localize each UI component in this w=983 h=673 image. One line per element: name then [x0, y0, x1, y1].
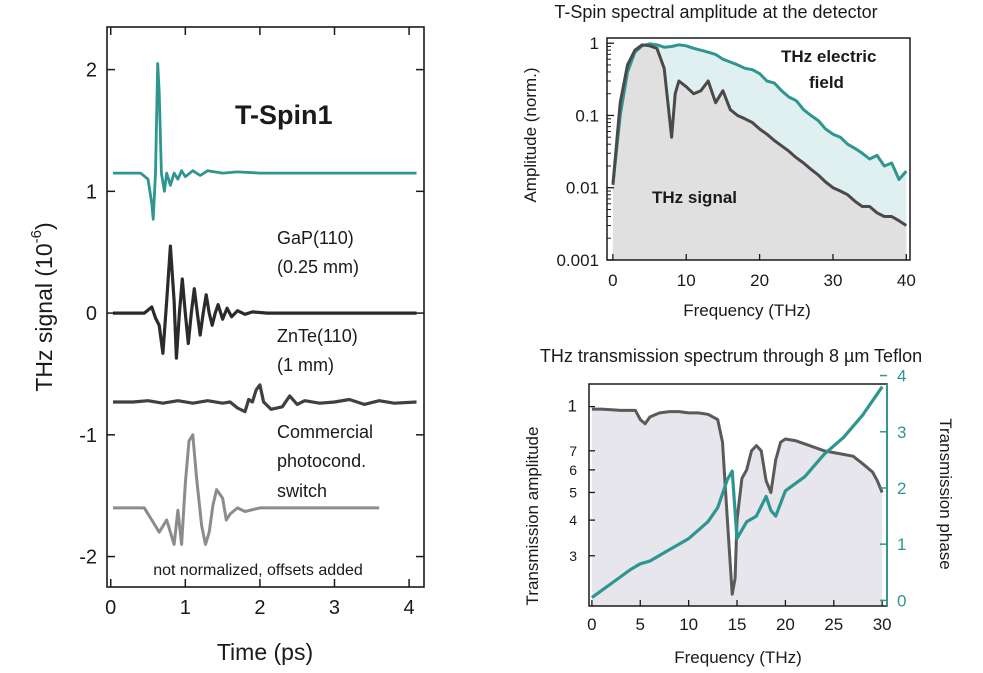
y-tick-label: 2 — [86, 60, 97, 82]
y-axis-label: THz signal (10-6) — [28, 222, 57, 391]
x-tick-label: 10 — [679, 615, 698, 634]
x-tick-label: 30 — [824, 271, 843, 290]
y-tick-label: 0 — [86, 303, 97, 325]
plot-frame — [106, 26, 425, 588]
y2-tick-label: 2 — [897, 479, 906, 498]
series-label-electric-field-2: field — [809, 73, 844, 92]
y-axis-label-right: Transmission phase — [936, 418, 955, 570]
series-label-commercial-3: switch — [277, 481, 327, 501]
y-tick-label: -2 — [79, 547, 97, 569]
y-tick-label: 1 — [86, 181, 97, 203]
x-tick-label: 10 — [677, 271, 696, 290]
y-tick-label: 0.01 — [566, 179, 599, 198]
series-label-commercial: Commercial — [277, 422, 373, 442]
x-tick-label: 15 — [728, 615, 747, 634]
y-tick-label: 4 — [569, 512, 577, 528]
y-axis-label: Amplitude (norm.) — [521, 67, 540, 202]
x-tick-label: 30 — [873, 615, 892, 634]
y-tick-label: 1 — [568, 397, 577, 416]
x-tick-label: 0 — [608, 271, 617, 290]
series-group — [113, 62, 417, 546]
y2-tick-label: 3 — [897, 423, 906, 442]
series-group — [590, 385, 884, 606]
x-tick-label: 25 — [824, 615, 843, 634]
y-tick-label: 1 — [590, 34, 599, 53]
series-line-gap — [113, 244, 417, 360]
x-tick-label: 1 — [180, 597, 191, 619]
axes-group: 0 10 20 30 40 1 0.1 0.01 0.001 — [556, 34, 915, 290]
transmission-chart: THz transmission spectrum through 8 µm T… — [523, 346, 955, 667]
x-tick-label: 2 — [254, 597, 265, 619]
series-label-znte: ZnTe(110) — [277, 326, 358, 346]
y-tick-label: 0.1 — [575, 106, 599, 125]
y-tick-label: 5 — [569, 484, 577, 500]
y-tick-label: 7 — [569, 443, 577, 459]
y-axis-label-left: Transmission amplitude — [523, 427, 542, 606]
series-group — [611, 42, 908, 260]
series-label-commercial-2: photocond. — [277, 451, 366, 471]
x-tick-label: 0 — [587, 615, 596, 634]
series-label-znte-thickness: (1 mm) — [277, 355, 334, 375]
y-tick-label: 3 — [569, 548, 577, 564]
series-line-thz-signal — [611, 43, 908, 227]
y2-tick-label: 1 — [897, 535, 906, 554]
x-tick-label: 20 — [776, 615, 795, 634]
y2-tick-label: 4 — [897, 367, 906, 386]
x-tick-label: 3 — [329, 597, 340, 619]
series-line-commercial — [113, 433, 380, 546]
spectral-amplitude-chart: T-Spin spectral amplitude at the detecto… — [521, 2, 916, 320]
y2-tick-label: 0 — [897, 591, 906, 610]
area-signal — [612, 44, 907, 260]
x-tick-label: 4 — [404, 597, 415, 619]
y-tick-label: 0.001 — [556, 251, 599, 270]
series-line-electric-field — [611, 42, 908, 185]
series-label-tspin1: T-Spin1 — [235, 100, 333, 130]
y-tick-label: -1 — [79, 425, 97, 447]
x-axis-label: Time (ps) — [217, 639, 313, 665]
footnote: not normalized, offsets added — [153, 562, 363, 579]
series-label-gap-thickness: (0.25 mm) — [277, 257, 359, 277]
x-axis-label: Frequency (THz) — [683, 301, 811, 320]
y-axis-label-group: THz signal (10-6) — [28, 222, 57, 391]
series-line-znte — [113, 383, 417, 414]
series-label-gap: GaP(110) — [277, 228, 354, 248]
series-line-tspin — [113, 62, 417, 221]
x-tick-label: 20 — [750, 271, 769, 290]
plot-frame — [606, 37, 911, 261]
x-axis-label: Frequency (THz) — [674, 648, 802, 667]
series-label-thz-signal: THz signal — [652, 188, 737, 207]
area-amplitude — [591, 409, 883, 606]
y-tick-label: 6 — [569, 462, 577, 478]
x-tick-label: 40 — [897, 271, 916, 290]
axes-group: 0 1 2 3 4 2 1 0 -1 -2 — [79, 27, 424, 619]
series-line-phase — [590, 385, 884, 599]
chart-title-spectral: T-Spin spectral amplitude at the detecto… — [554, 2, 877, 22]
x-tick-label: 0 — [105, 597, 116, 619]
x-tick-label: 5 — [636, 615, 645, 634]
chart-title-transmission: THz transmission spectrum through 8 µm T… — [540, 346, 922, 366]
series-label-electric-field: THz electric — [781, 47, 876, 66]
